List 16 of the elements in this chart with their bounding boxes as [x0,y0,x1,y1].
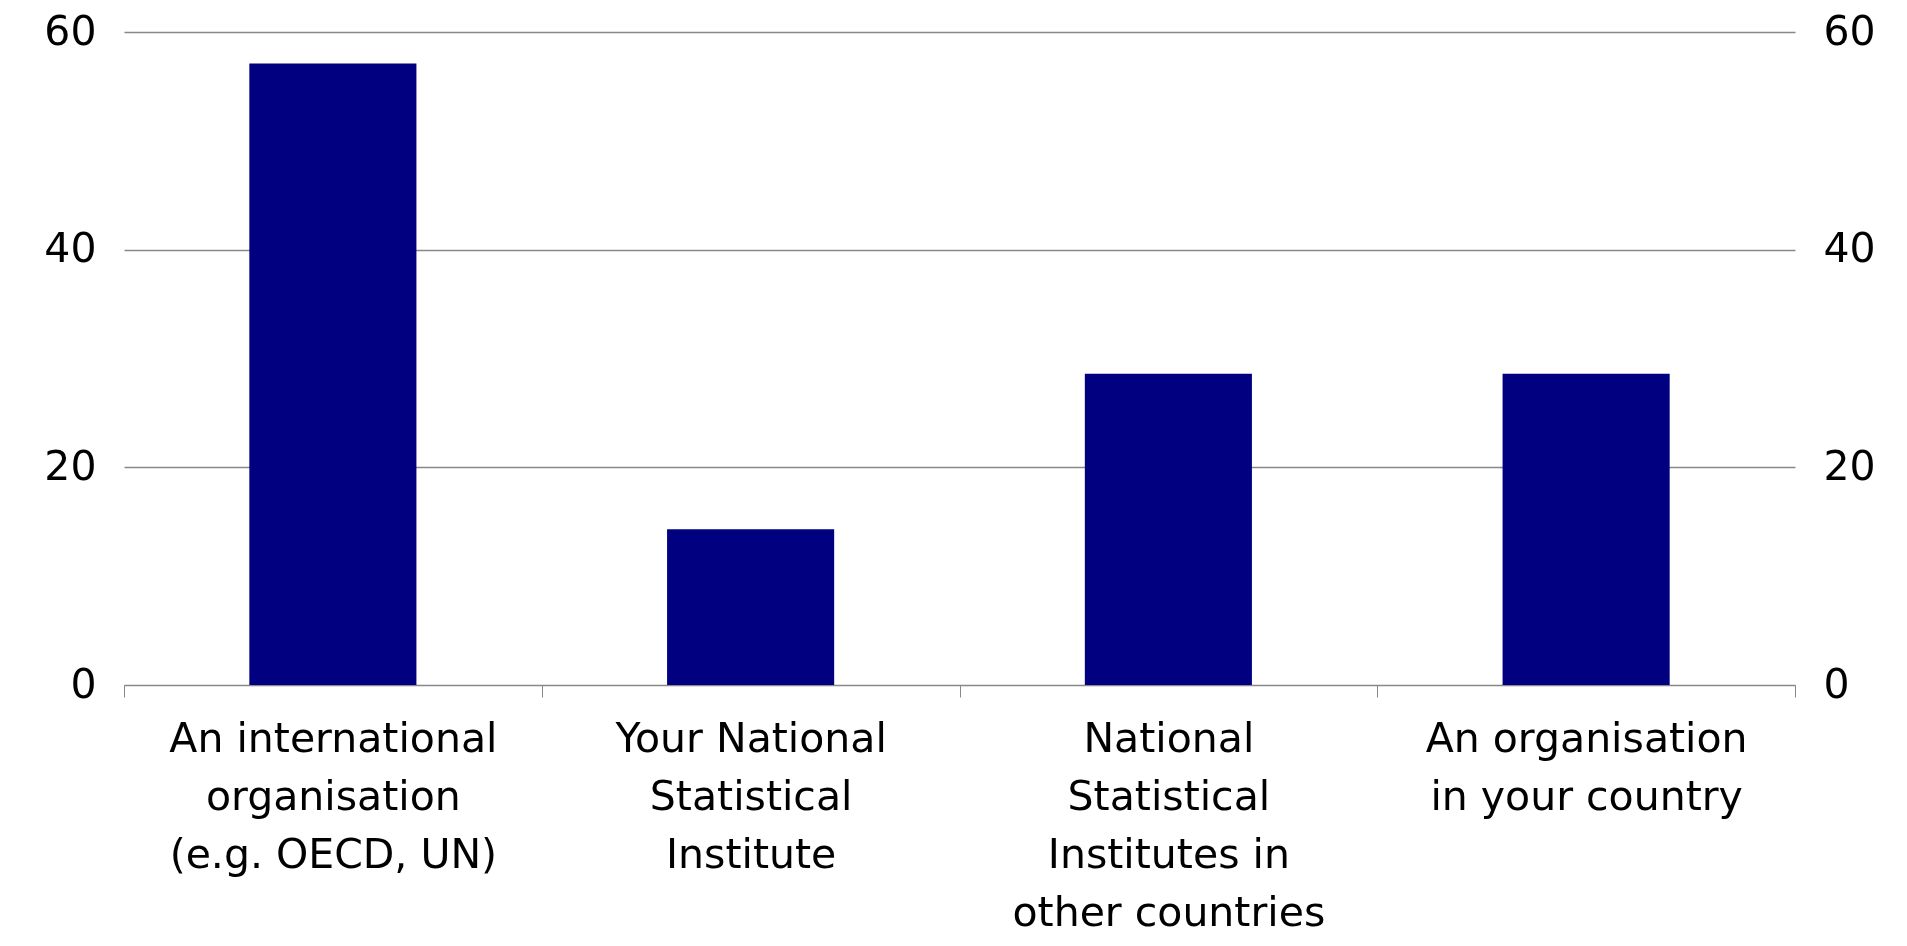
bar [667,529,835,685]
bar [1084,373,1252,685]
y-tick-label: 0 [70,659,97,708]
x-tick-label: Your National Statistical Institute [614,713,887,878]
y2-tick-label: 60 [1823,6,1876,55]
y2-tick-label: 20 [1823,441,1876,490]
x-tick-label: National Statistical Institutes in other countries [1012,713,1326,936]
y2-tick-label: 40 [1823,224,1876,273]
y2-tick-label: 0 [1823,659,1850,708]
x-tick-label: An international organisation (e.g. OECD, UN) [169,713,498,878]
y-tick-label: 40 [44,224,97,273]
x-tick-label: An organisation in your country [1425,713,1748,820]
y-tick-label: 20 [44,441,97,490]
y-tick-label: 60 [44,6,97,55]
bar [249,63,417,685]
bar [1502,373,1670,685]
